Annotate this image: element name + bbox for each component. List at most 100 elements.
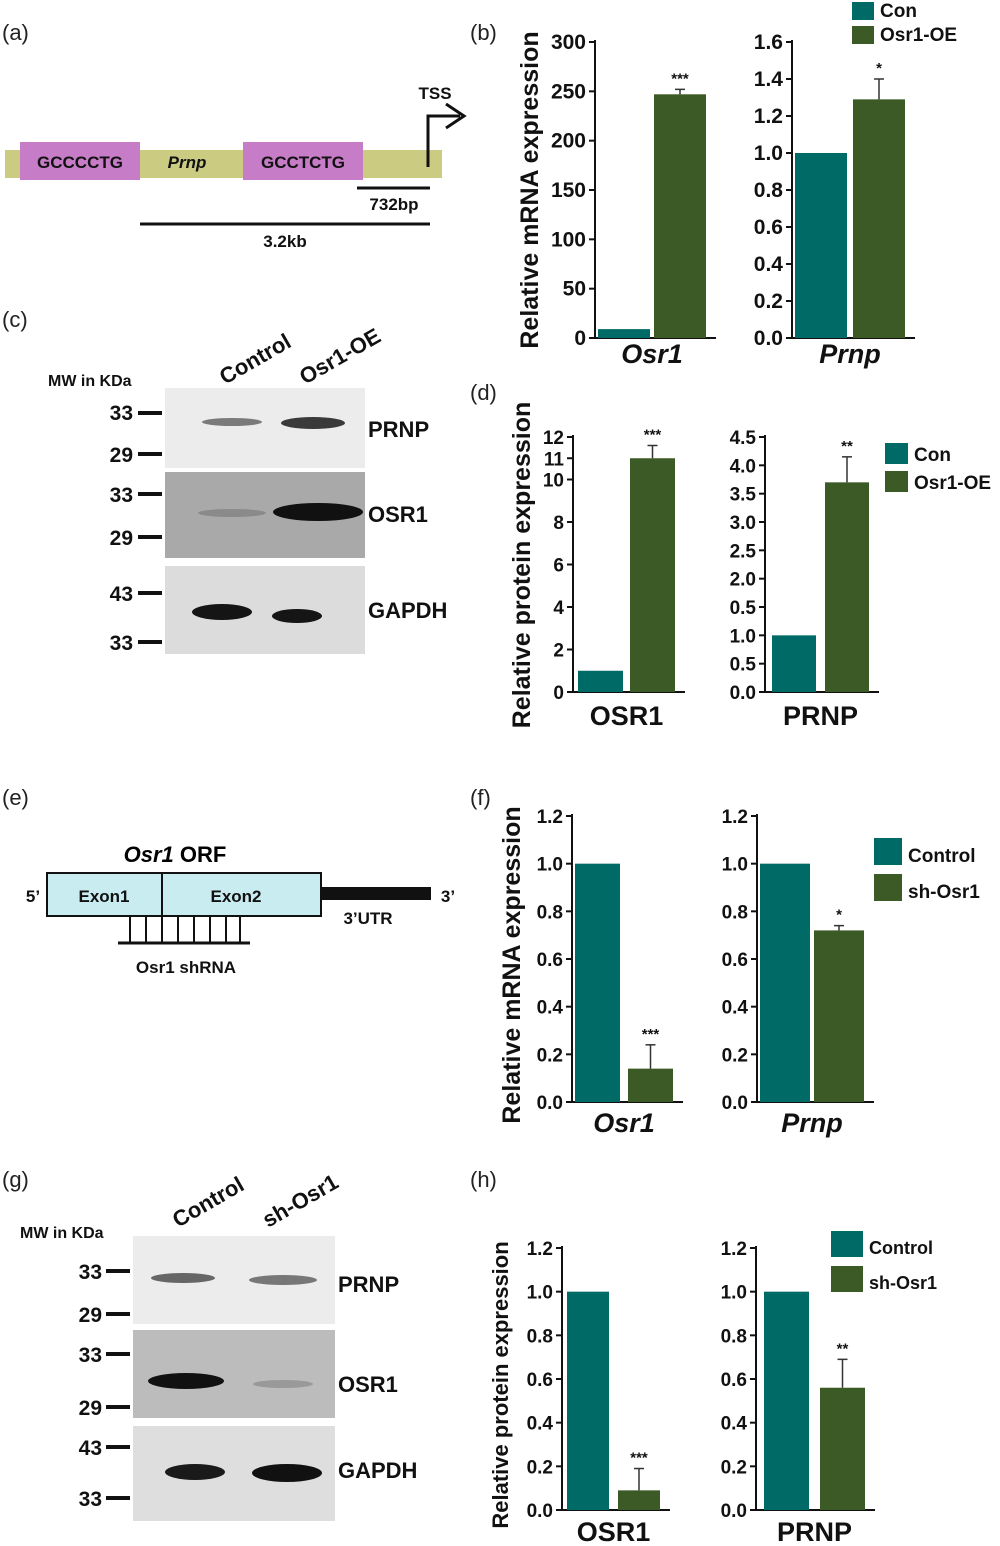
y-tick-label: 1.0 xyxy=(527,1283,553,1304)
y-tick-label: 50 xyxy=(563,278,586,301)
panel-label-e: (e) xyxy=(2,785,29,810)
y-tick-label: 0.4 xyxy=(537,998,564,1019)
exon1-label: Exon1 xyxy=(78,887,129,906)
y-tick-label: 4.0 xyxy=(730,456,756,477)
blot-label-prnp: PRNP xyxy=(368,417,429,442)
band xyxy=(281,417,345,429)
mw-value: 33 xyxy=(110,484,133,507)
blot-strip-prnp xyxy=(165,388,365,468)
significance-marker: *** xyxy=(642,1026,660,1043)
y-tick-label: 0.8 xyxy=(754,179,784,202)
legend-swatch-control xyxy=(885,443,908,464)
y-tick-label: 10 xyxy=(543,471,564,492)
y-tick-label: 0.5 xyxy=(730,598,757,619)
x-category-label: OSR1 xyxy=(590,701,664,731)
mw-markers xyxy=(138,411,162,644)
y-tick-label: 1.0 xyxy=(721,1283,747,1304)
y-tick-label: 1.2 xyxy=(721,1239,747,1260)
y-tick-label: 0.6 xyxy=(722,950,748,971)
y-tick-label: 1.4 xyxy=(754,68,784,91)
legend-label: Con xyxy=(880,1,917,22)
x-category-label: OSR1 xyxy=(577,1517,651,1546)
y-axis-title: Relative protein expression xyxy=(488,1241,513,1528)
y-tick-label: 1.0 xyxy=(754,142,783,165)
mw-title: MW in KDa xyxy=(20,1225,104,1242)
y-tick-label: 0.4 xyxy=(754,253,784,276)
legend-swatch-control xyxy=(874,838,902,865)
tss-label: TSS xyxy=(418,84,451,103)
y-tick-label: 3.5 xyxy=(730,485,757,506)
mw-title: MW in KDa xyxy=(48,373,132,390)
bar-control xyxy=(772,635,816,692)
y-tick-label: 0.6 xyxy=(721,1370,747,1391)
y-tick-label: 0.2 xyxy=(721,1457,747,1478)
y-tick-label: 0.0 xyxy=(730,683,756,704)
y-tick-label: 4 xyxy=(553,598,564,619)
y-tick-label: 4.5 xyxy=(730,428,757,449)
band xyxy=(252,1464,322,1482)
blot-strip-osr1 xyxy=(133,1330,335,1418)
y-tick-label: 2.0 xyxy=(730,570,756,591)
orf-title: Osr1 ORF xyxy=(124,842,227,867)
y-tick-label: 0.8 xyxy=(527,1326,553,1347)
mw-value: 33 xyxy=(110,632,133,655)
band xyxy=(249,1275,317,1285)
y-tick-label: 0.0 xyxy=(537,1093,563,1114)
utr-bar xyxy=(321,887,431,900)
y-tick-label: 200 xyxy=(551,130,586,153)
motif-box-1 xyxy=(20,142,140,180)
y-tick-label: 1.2 xyxy=(527,1239,553,1260)
legend-swatch-control xyxy=(831,1231,863,1257)
x-category-label: Prnp xyxy=(781,1108,843,1138)
legend-label: Osr1-OE xyxy=(914,473,991,494)
bar-treated xyxy=(654,94,706,338)
band xyxy=(253,1380,313,1388)
y-tick-label: 1.0 xyxy=(722,855,748,876)
bar-control xyxy=(598,329,650,338)
y-tick-label: 0.8 xyxy=(721,1326,747,1347)
y-tick-label: 1.6 xyxy=(754,31,783,54)
significance-marker: *** xyxy=(644,427,662,444)
motif-box-2 xyxy=(243,142,363,180)
band xyxy=(165,1464,225,1480)
y-tick-label: 1.2 xyxy=(722,807,748,828)
blot-label-osr1: OSR1 xyxy=(368,502,428,527)
lane-label-treated: Osr1-OE xyxy=(295,323,385,389)
legend-label: Control xyxy=(869,1238,933,1258)
x-category-label: PRNP xyxy=(777,1517,852,1546)
panel-label-d: (d) xyxy=(470,380,497,405)
y-tick-label: 0.2 xyxy=(722,1045,748,1066)
shrna-label: Osr1 shRNA xyxy=(136,958,236,977)
mw-value: 29 xyxy=(110,527,133,550)
significance-marker: * xyxy=(876,60,882,77)
significance-marker: ** xyxy=(837,1340,849,1357)
y-tick-label: 0.2 xyxy=(537,1045,563,1066)
bar-control xyxy=(795,153,847,338)
mw-value: 29 xyxy=(110,444,133,467)
lane-label-control: Control xyxy=(215,329,295,390)
y-axis-title: Relative mRNA expression xyxy=(498,806,526,1123)
legend-swatch-treated xyxy=(885,471,908,492)
band xyxy=(273,503,363,521)
western-blot-g: MW in KDa Control sh-Osr1 PRNP OSR1 GAPD… xyxy=(20,1169,417,1521)
lane-label-treated: sh-Osr1 xyxy=(258,1169,343,1232)
short-length-label: 732bp xyxy=(369,195,418,214)
three-prime-label: 3’ xyxy=(441,887,455,906)
mw-value: 29 xyxy=(79,1397,102,1420)
y-tick-label: 0.8 xyxy=(537,902,563,923)
y-axis-title: Relative protein expression xyxy=(508,402,536,729)
y-tick-label: 0.2 xyxy=(754,290,783,313)
shrna-marker xyxy=(118,916,250,945)
bar-control xyxy=(760,863,810,1102)
legend-label: sh-Osr1 xyxy=(869,1273,937,1293)
band xyxy=(148,1373,224,1389)
legend-swatch-treated xyxy=(852,26,874,44)
lane-label-control: Control xyxy=(168,1172,248,1233)
x-category-label: PRNP xyxy=(783,701,858,731)
y-tick-label: 0.0 xyxy=(721,1501,747,1522)
bar-control xyxy=(764,1291,809,1510)
y-tick-label: 100 xyxy=(551,228,586,251)
tss-arrow-icon xyxy=(426,114,460,167)
gene-label: Prnp xyxy=(168,153,207,172)
